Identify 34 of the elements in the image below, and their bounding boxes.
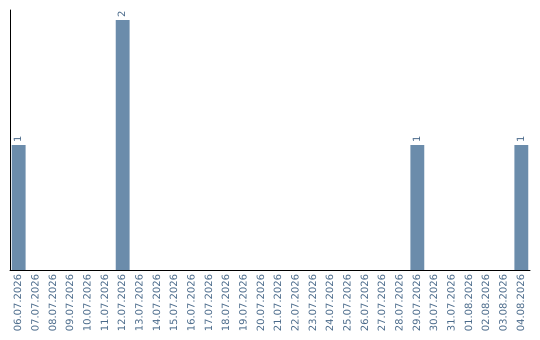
x-tick-label: 15.07.2026 [169,274,180,332]
x-tick-label: 23.07.2026 [308,274,319,332]
x-tick-label: 17.07.2026 [204,274,215,332]
x-tick-label: 29.07.2026 [412,274,423,332]
x-tick-label: 21.07.2026 [273,274,284,332]
x-tick-label: 28.07.2026 [394,274,406,332]
data-label: 1 [13,136,24,142]
x-tick-label: 30.07.2026 [429,274,440,332]
x-tick-label: 06.07.2026 [13,274,24,332]
x-tick-label: 01.08.2026 [464,274,475,332]
x-tick-label: 14.07.2026 [152,274,163,332]
x-tick-label: 20.07.2026 [256,274,267,332]
data-label: 1 [516,136,527,142]
x-tick-label: 04.08.2026 [516,274,527,332]
x-tick-label: 26.07.2026 [360,274,371,332]
x-tick-label: 07.07.2026 [30,274,42,332]
x-tick-label: 09.07.2026 [65,274,76,332]
x-tick-label: 11.07.2026 [100,274,111,332]
x-tick-label: 25.07.2026 [342,274,354,332]
x-tick-label: 10.07.2026 [82,274,94,332]
x-tick-label: 03.08.2026 [498,274,510,332]
x-tick-label: 19.07.2026 [238,274,250,332]
x-tick-label: 31.07.2026 [446,274,458,332]
data-label: 1 [412,136,423,142]
x-tick-label: 16.07.2026 [186,274,198,332]
x-tick-label: 27.07.2026 [377,274,388,332]
x-tick-label: 12.07.2026 [117,274,128,332]
x-tick-label: 13.07.2026 [134,274,146,332]
x-tick-label: 24.07.2026 [325,274,336,332]
x-tick-label: 18.07.2026 [221,274,232,332]
x-tick-label: 02.08.2026 [481,274,492,332]
data-label: 2 [117,10,128,17]
x-tick-label: 22.07.2026 [290,274,302,332]
x-tick-label: 08.07.2026 [48,274,59,332]
